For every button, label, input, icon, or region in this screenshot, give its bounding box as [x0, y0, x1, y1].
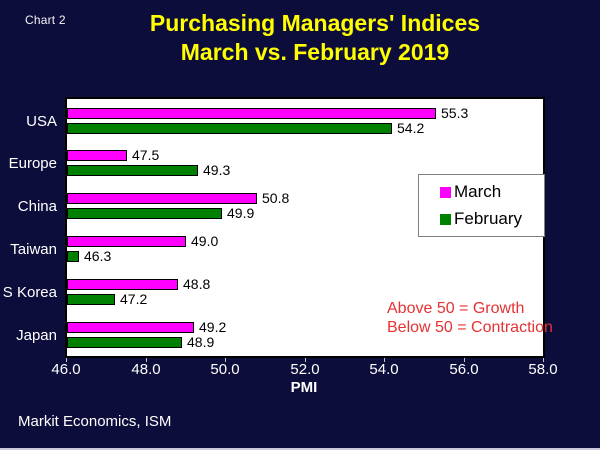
x-axis-title: PMI [290, 379, 318, 396]
bar-march-s-korea [67, 279, 178, 290]
annotation-note: Above 50 = Growth Below 50 = Contraction [387, 299, 553, 337]
bar-march-taiwan [67, 236, 186, 247]
x-axis-tick-label: 48.0 [131, 361, 161, 378]
category-label: USA [26, 113, 57, 130]
legend-label: February [454, 209, 523, 228]
legend-swatch-icon [440, 186, 451, 198]
chart-number-label: Chart 2 [25, 13, 66, 27]
value-label: 47.2 [120, 291, 148, 307]
legend-item-february: February [440, 209, 544, 229]
category-label: S Korea [2, 284, 57, 301]
bar-february-s-korea [67, 294, 115, 305]
legend-item-march: March [440, 182, 544, 202]
bar-february-europe [67, 165, 198, 176]
bottom-edge-line [0, 448, 600, 450]
bar-february-taiwan [67, 251, 79, 262]
bar-february-usa [67, 123, 392, 134]
value-label: 49.2 [199, 319, 227, 335]
x-axis-tick [464, 358, 465, 362]
bar-february-japan [67, 337, 182, 348]
legend-swatch-icon [440, 213, 451, 225]
value-label: 49.9 [227, 205, 255, 221]
x-axis-tick-label: 46.0 [51, 361, 81, 378]
value-label: 46.3 [84, 248, 112, 264]
category-label: China [17, 198, 57, 215]
bar-february-china [67, 208, 222, 219]
title-block: Purchasing Managers' Indices March vs. F… [65, 9, 565, 67]
category-label: Japan [16, 327, 57, 344]
x-axis-tick-label: 56.0 [449, 361, 479, 378]
legend-label: March [454, 182, 502, 201]
x-axis-tick [225, 358, 226, 362]
bar-march-japan [67, 322, 194, 333]
value-label: 54.2 [397, 120, 425, 136]
chart-subtitle: March vs. February 2019 [180, 39, 450, 65]
x-axis-tick-label: 52.0 [290, 361, 320, 378]
x-axis-tick [384, 358, 385, 362]
category-label: Taiwan [10, 241, 57, 258]
source-attribution: Markit Economics, ISM [18, 413, 172, 430]
value-label: 48.9 [187, 334, 215, 350]
x-axis-tick-label: 50.0 [210, 361, 240, 378]
value-label: 55.3 [441, 105, 469, 121]
x-axis-tick [305, 358, 306, 362]
category-label: Europe [8, 155, 57, 172]
x-axis-tick [66, 358, 67, 362]
chart-title: Purchasing Managers' Indices [149, 10, 481, 36]
bar-march-china [67, 193, 257, 204]
x-axis-tick-label: 54.0 [369, 361, 399, 378]
annotation-line-growth: Above 50 = Growth [387, 300, 525, 317]
value-label: 49.0 [191, 233, 219, 249]
x-axis-tick-label: 58.0 [528, 361, 558, 378]
x-axis-tick [146, 358, 147, 362]
value-label: 48.8 [183, 276, 211, 292]
annotation-line-contraction: Below 50 = Contraction [387, 319, 553, 336]
bar-march-usa [67, 108, 436, 119]
legend: March February [418, 174, 545, 237]
x-axis-tick [543, 358, 544, 362]
value-label: 47.5 [132, 147, 160, 163]
bar-march-europe [67, 150, 127, 161]
value-label: 49.3 [203, 162, 231, 178]
value-label: 50.8 [262, 190, 290, 206]
